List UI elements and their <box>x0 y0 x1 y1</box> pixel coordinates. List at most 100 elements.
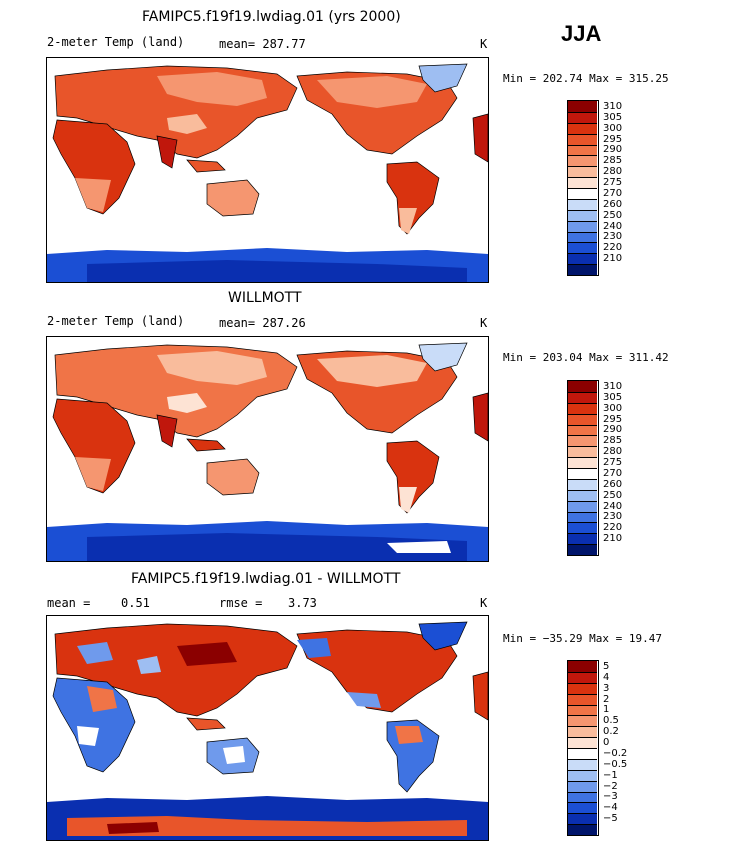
africa-white-patch <box>77 726 99 746</box>
colorbar-label: 260 <box>603 198 623 210</box>
se-asia-islands <box>186 438 226 452</box>
panel1-map <box>46 57 489 283</box>
south-america-warm-patch <box>395 726 423 744</box>
panel1-minmax: Min = 202.74 Max = 315.25 <box>503 72 669 85</box>
panel3-mean-value: 0.51 <box>121 596 150 610</box>
colorbar-swatch <box>567 133 597 145</box>
colorbar-label: 270 <box>603 467 623 479</box>
australia-region <box>206 179 260 217</box>
colorbar-label: 4 <box>603 671 610 683</box>
colorbar-swatch <box>567 264 597 276</box>
colorbar-swatch <box>567 144 597 156</box>
colorbar-swatch <box>567 155 597 167</box>
colorbar-swatch <box>567 769 597 782</box>
colorbar-label: 280 <box>603 446 623 458</box>
panel3-units: K <box>480 596 488 610</box>
colorbar-swatch <box>567 682 597 695</box>
colorbar-swatch <box>567 111 597 124</box>
patagonia-patch <box>399 487 417 513</box>
colorbar-label: 305 <box>603 391 623 403</box>
colorbar-swatch <box>567 780 597 792</box>
panel1-variable: 2-meter Temp (land) <box>47 35 185 49</box>
colorbar-swatch <box>567 253 597 265</box>
colorbar-swatch <box>567 122 597 135</box>
se-asia-islands <box>186 717 226 731</box>
colorbar-label: 290 <box>603 424 623 436</box>
australia-white-patch <box>223 746 245 764</box>
panel1-mean: mean= 287.77 <box>219 37 306 51</box>
colorbar-swatch <box>567 748 597 760</box>
colorbar-label: 280 <box>603 166 623 178</box>
colorbar-label: 2 <box>603 693 610 705</box>
colorbar-swatch <box>567 726 597 738</box>
north-america-cold-patch <box>297 638 331 658</box>
colorbar-box <box>567 660 599 836</box>
colorbar-label: 240 <box>603 220 623 232</box>
colorbar-swatch <box>567 693 597 705</box>
colorbar-swatch <box>567 435 597 447</box>
africa-warm-patch <box>87 686 117 712</box>
colorbar-swatch <box>567 220 597 232</box>
colorbar-label: 275 <box>603 177 623 188</box>
colorbar-label: 210 <box>603 253 623 265</box>
panel2-title: WILLMOTT <box>228 290 302 306</box>
colorbar-label: −0.5 <box>603 758 628 770</box>
canada-patch <box>317 355 427 387</box>
colorbar-label: 295 <box>603 133 623 145</box>
canada-patch <box>317 76 427 108</box>
ross-sea-gap <box>387 541 451 553</box>
colorbar-box <box>567 100 599 276</box>
colorbar-label: 270 <box>603 187 623 199</box>
colorbar-swatch <box>567 544 597 556</box>
colorbar-swatch <box>567 522 597 534</box>
colorbar-swatch <box>567 198 597 211</box>
panel2-minmax: Min = 203.04 Max = 311.42 <box>503 351 669 364</box>
panel2-map-canvas <box>47 342 488 561</box>
africa-region <box>52 119 136 215</box>
antarctica-hot-patch <box>107 822 159 834</box>
se-asia-islands <box>186 159 226 173</box>
colorbar-label: 295 <box>603 413 623 425</box>
panel1-units: K <box>480 37 488 51</box>
colorbar-swatch <box>567 166 597 178</box>
india-patch <box>156 135 178 169</box>
colorbar-swatch <box>567 413 597 425</box>
colorbar-swatch <box>567 446 597 458</box>
southern-africa-patch <box>75 178 111 212</box>
panel1-map-canvas <box>47 63 488 282</box>
panel3-rmse-label: rmse = <box>219 596 263 610</box>
west-europe-edge <box>472 671 488 721</box>
panel2-map <box>46 336 489 562</box>
colorbar-swatch <box>567 489 597 502</box>
colorbar-swatch <box>567 824 597 836</box>
greenland-region <box>418 621 468 651</box>
colorbar-label: 220 <box>603 242 623 254</box>
africa-region <box>52 398 136 494</box>
colorbar-swatch <box>567 791 597 803</box>
panel2-units: K <box>480 316 488 330</box>
colorbar-swatch <box>567 242 597 254</box>
antarctica-interior <box>87 260 467 282</box>
colorbar-label: 0.5 <box>603 715 619 727</box>
colorbar-swatch <box>567 231 597 243</box>
mexico-cold-patch <box>347 692 381 708</box>
patagonia-patch <box>399 208 417 234</box>
colorbar-label: −2 <box>603 780 618 792</box>
siberia-patch <box>157 72 267 106</box>
colorbar-label: −3 <box>603 791 618 803</box>
colorbar-swatch <box>567 704 597 716</box>
greenland-region <box>418 342 468 372</box>
colorbar-swatch <box>567 209 597 222</box>
colorbar-swatch <box>567 802 597 814</box>
panel3-minmax: Min = −35.29 Max = 19.47 <box>503 632 662 645</box>
colorbar-swatch <box>567 188 597 200</box>
colorbar-label: 260 <box>603 478 623 490</box>
colorbar-swatch <box>567 424 597 436</box>
colorbar-swatch <box>567 737 597 749</box>
colorbar-swatch <box>567 500 597 512</box>
colorbar-swatch <box>567 533 597 545</box>
colorbar-swatch <box>567 402 597 415</box>
colorbar-label: −5 <box>603 813 618 825</box>
antarctica-interior <box>87 533 467 561</box>
tibet-patch <box>167 393 207 413</box>
